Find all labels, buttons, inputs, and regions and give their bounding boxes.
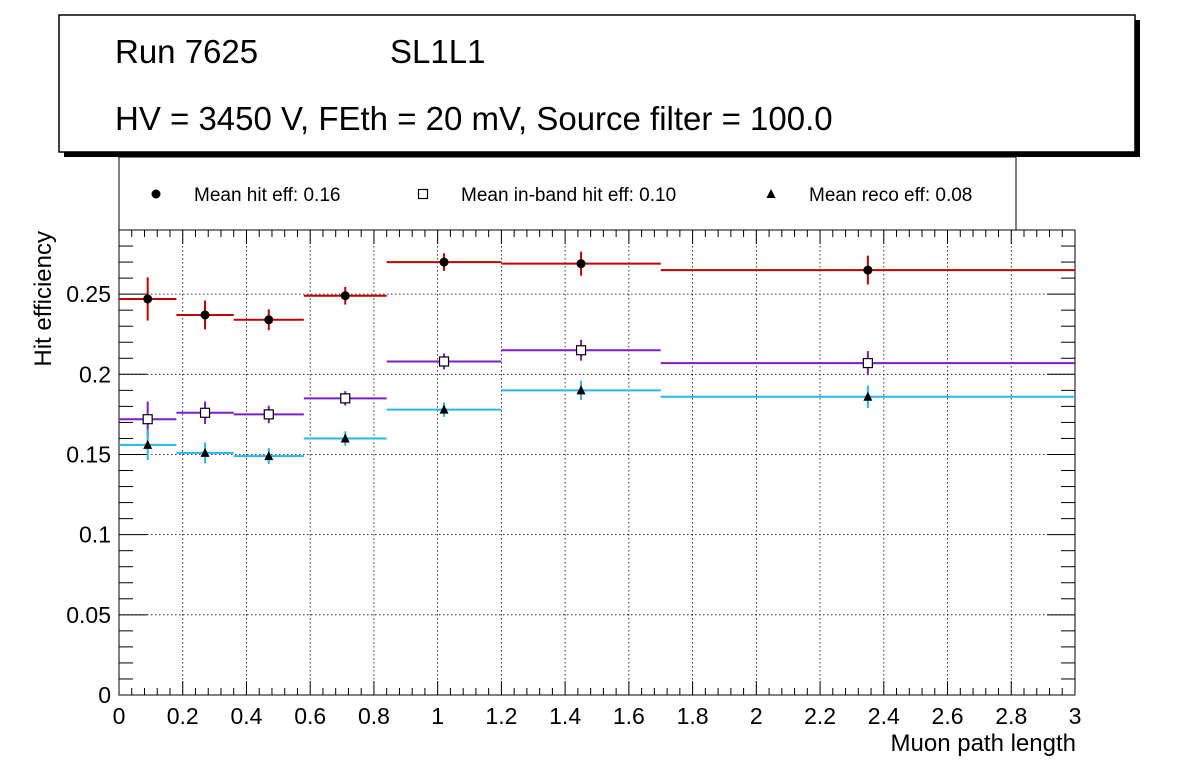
data-point-marker <box>862 357 873 369</box>
data-point-marker <box>200 447 210 457</box>
legend-entry-1: Mean hit eff: 0.16 <box>151 185 340 206</box>
run-label: Run 7625 <box>115 33 258 70</box>
data-point-marker <box>439 404 449 414</box>
series-2 <box>119 339 1075 437</box>
x-tick-label: 2 <box>750 703 763 729</box>
title-box <box>58 14 1136 153</box>
x-tick-label: 0.2 <box>167 703 199 729</box>
y-tick-label: 0.15 <box>66 441 111 467</box>
x-tick-label: 2.8 <box>995 703 1027 729</box>
legend-entry-3: Mean reco eff: 0.08 <box>766 185 972 206</box>
series-1 <box>119 251 1075 331</box>
legend: Mean hit eff: 0.16 Mean in-band hit eff: … <box>151 185 972 206</box>
legend-marker <box>417 188 429 200</box>
data-point-marker <box>863 265 873 275</box>
series-3 <box>119 380 1075 465</box>
x-tick-label: 2.4 <box>868 703 900 729</box>
x-tick-label: 1.2 <box>485 703 517 729</box>
data-point-marker <box>263 409 274 420</box>
grid <box>119 230 1075 695</box>
x-tick-label: 3 <box>1069 703 1082 729</box>
data-point-marker <box>143 294 153 304</box>
data-point-marker <box>438 356 450 367</box>
data-point-marker <box>264 315 274 325</box>
y-tick-label: 0 <box>98 682 111 708</box>
legend-box <box>118 156 1017 231</box>
x-tick-label: 2.2 <box>804 703 836 729</box>
data-point-marker <box>143 439 153 449</box>
x-tick-label: 0 <box>113 703 126 729</box>
data-point-marker <box>199 407 211 418</box>
data-point-marker <box>863 391 873 401</box>
legend-label: Mean in-band hit eff: 0.10 <box>461 185 676 206</box>
y-tick-label: 0.25 <box>66 281 111 307</box>
y-tick-label: 0.05 <box>66 602 111 628</box>
x-tick-label: 0.6 <box>294 703 326 729</box>
data-point-marker <box>576 385 586 395</box>
x-tick-label: 1.8 <box>677 703 709 729</box>
data-point-marker <box>340 433 350 443</box>
data-point-marker <box>142 414 153 425</box>
data-point-marker <box>264 451 274 461</box>
data-point-marker <box>200 310 210 320</box>
y-tick-label: 0.2 <box>79 361 111 387</box>
legend-label: Mean hit eff: 0.16 <box>194 185 340 206</box>
data-point-marker <box>576 259 586 269</box>
axis-ticks: 0 0.2 0.4 0.6 0.8 1 1.2 1.4 1.6 1.8 2 2.2 2.4 2.6 2.8 3… <box>66 230 1081 729</box>
x-tick-label: 2.6 <box>932 703 964 729</box>
x-tick-label: 1.6 <box>613 703 645 729</box>
x-tick-label: 0.8 <box>358 703 390 729</box>
data-series <box>119 251 1075 465</box>
y-tick-label: 0.1 <box>79 522 111 548</box>
x-tick-label: 0.4 <box>230 703 262 729</box>
data-point-marker <box>340 393 351 404</box>
x-tick-label: 1.4 <box>549 703 581 729</box>
x-tick-label: 1 <box>431 703 444 729</box>
layer-label: SL1L1 <box>390 33 485 70</box>
data-point-marker <box>340 291 350 301</box>
legend-marker <box>151 189 161 199</box>
plot-frame <box>118 229 1076 696</box>
data-point-marker <box>575 345 587 356</box>
legend-marker <box>766 189 776 198</box>
legend-label: Mean reco eff: 0.08 <box>809 185 972 206</box>
x-axis-title: Muon path length <box>891 730 1076 757</box>
settings-label: HV = 3450 V, FEth = 20 mV, Source filter… <box>115 100 833 137</box>
legend-entry-2: Mean in-band hit eff: 0.10 <box>417 185 676 206</box>
data-point-marker <box>439 257 449 267</box>
y-axis-title: Hit efficiency <box>30 231 57 367</box>
